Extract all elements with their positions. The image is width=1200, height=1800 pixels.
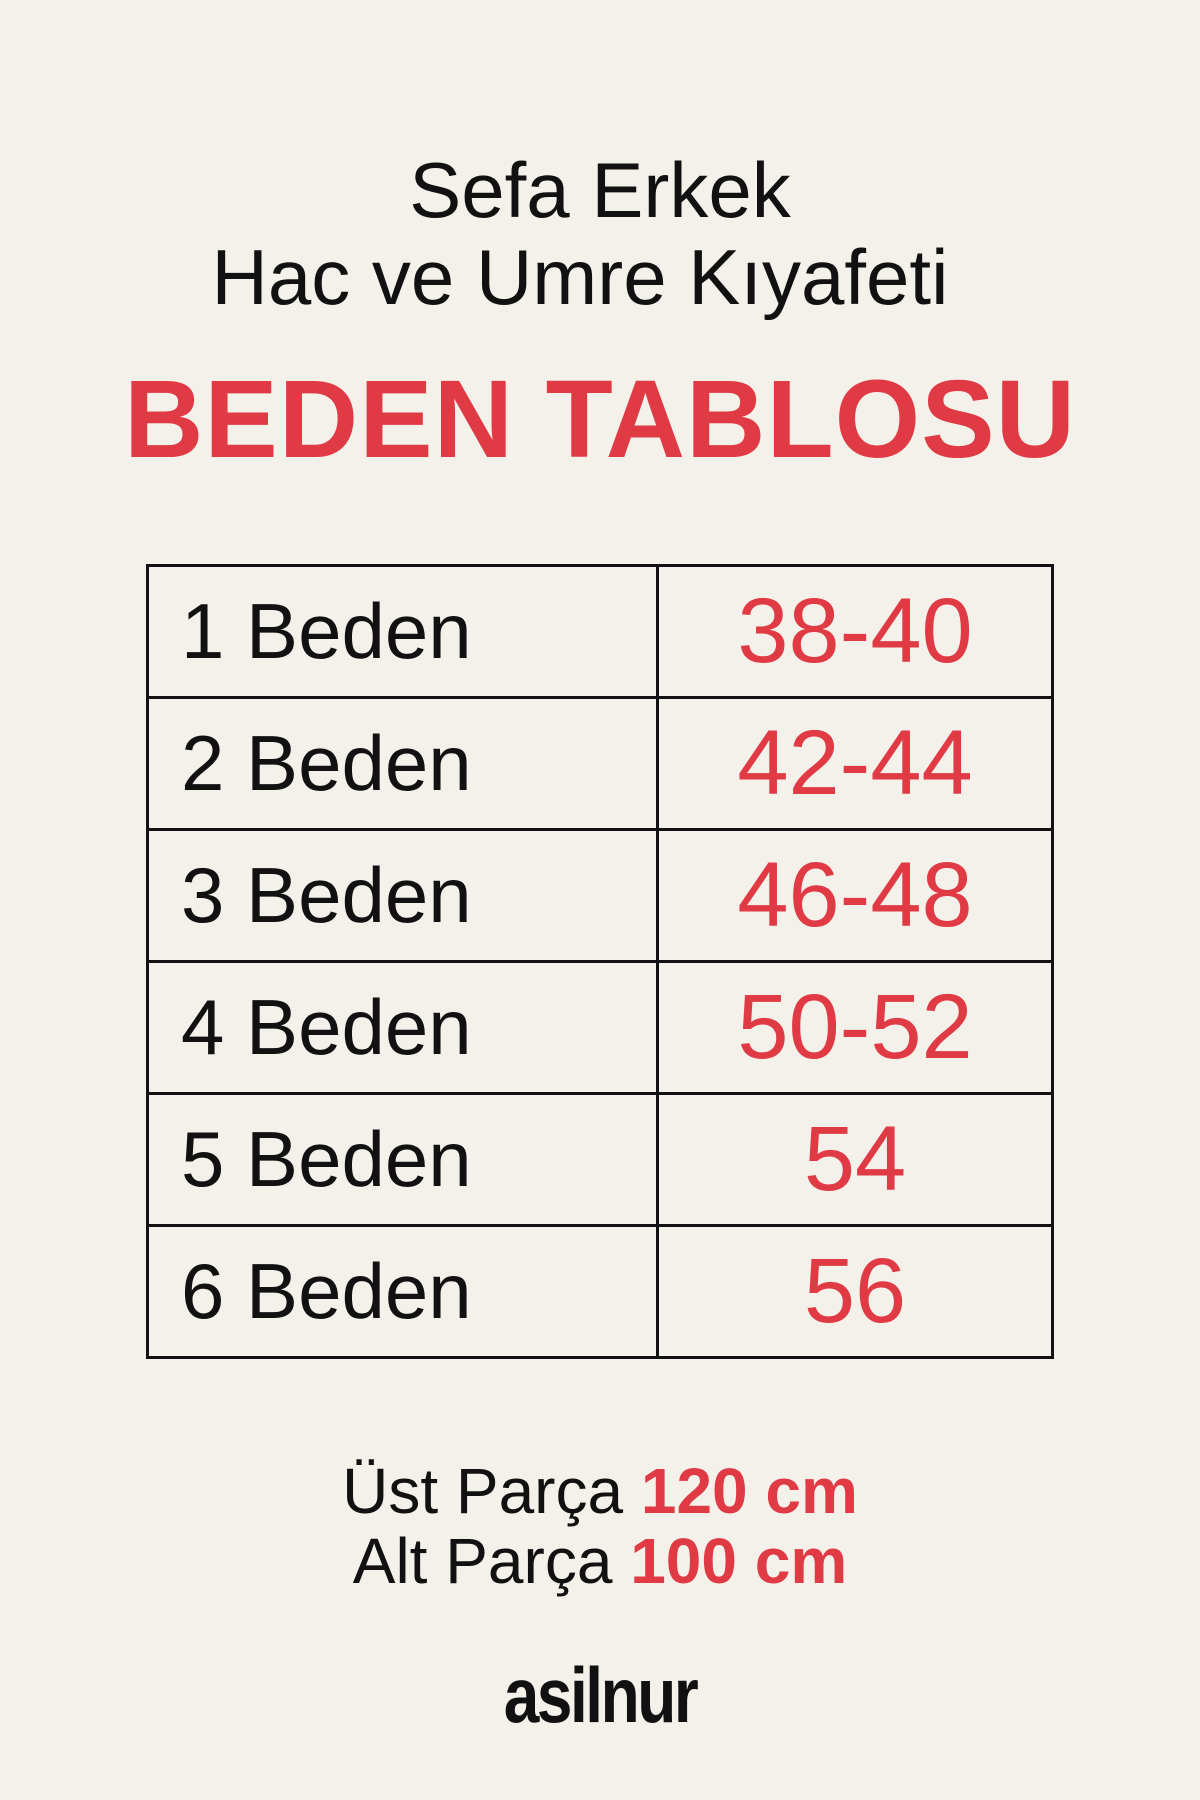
top-piece-value: 120 cm [640,1455,858,1527]
table-row: 4 Beden 50-52 [146,960,1054,1095]
size-range: 54 [656,1092,1054,1227]
page-title: BEDEN TABLOSU [123,358,1077,481]
table-row: 1 Beden 38-40 [146,564,1054,699]
size-label: 1 Beden [146,564,659,699]
size-range: 46-48 [656,828,1054,963]
size-label: 6 Beden [146,1224,659,1359]
size-label: 5 Beden [146,1092,659,1227]
table-row: 3 Beden 46-48 [146,828,1054,963]
size-range: 56 [656,1224,1054,1359]
product-name: Sefa Erkek [409,146,791,234]
size-label: 4 Beden [146,960,659,1095]
size-range: 50-52 [656,960,1054,1095]
size-table: 1 Beden 38-40 2 Beden 42-44 3 Beden 46-48 4 Be… [146,564,1054,1359]
top-piece-label: Üst Parça [342,1455,624,1527]
bottom-piece-label: Alt Parça [352,1525,613,1597]
size-label: 3 Beden [146,828,659,963]
top-piece-length: Üst Parça 120 cm [0,1455,1200,1527]
table-row: 5 Beden 54 [146,1092,1054,1227]
size-label: 2 Beden [146,696,659,831]
bottom-piece-value: 100 cm [630,1525,848,1597]
brand-logo-text: asilnur [503,1651,699,1739]
size-range: 42-44 [656,696,1054,831]
product-subtitle: Hac ve Umre Kıyafeti [211,233,949,321]
table-row: 2 Beden 42-44 [146,696,1054,831]
brand-logo: asilnur [108,1650,1092,1741]
bottom-piece-length: Alt Parça 100 cm [0,1525,1200,1597]
size-range: 38-40 [656,564,1054,699]
table-row: 6 Beden 56 [146,1224,1054,1359]
